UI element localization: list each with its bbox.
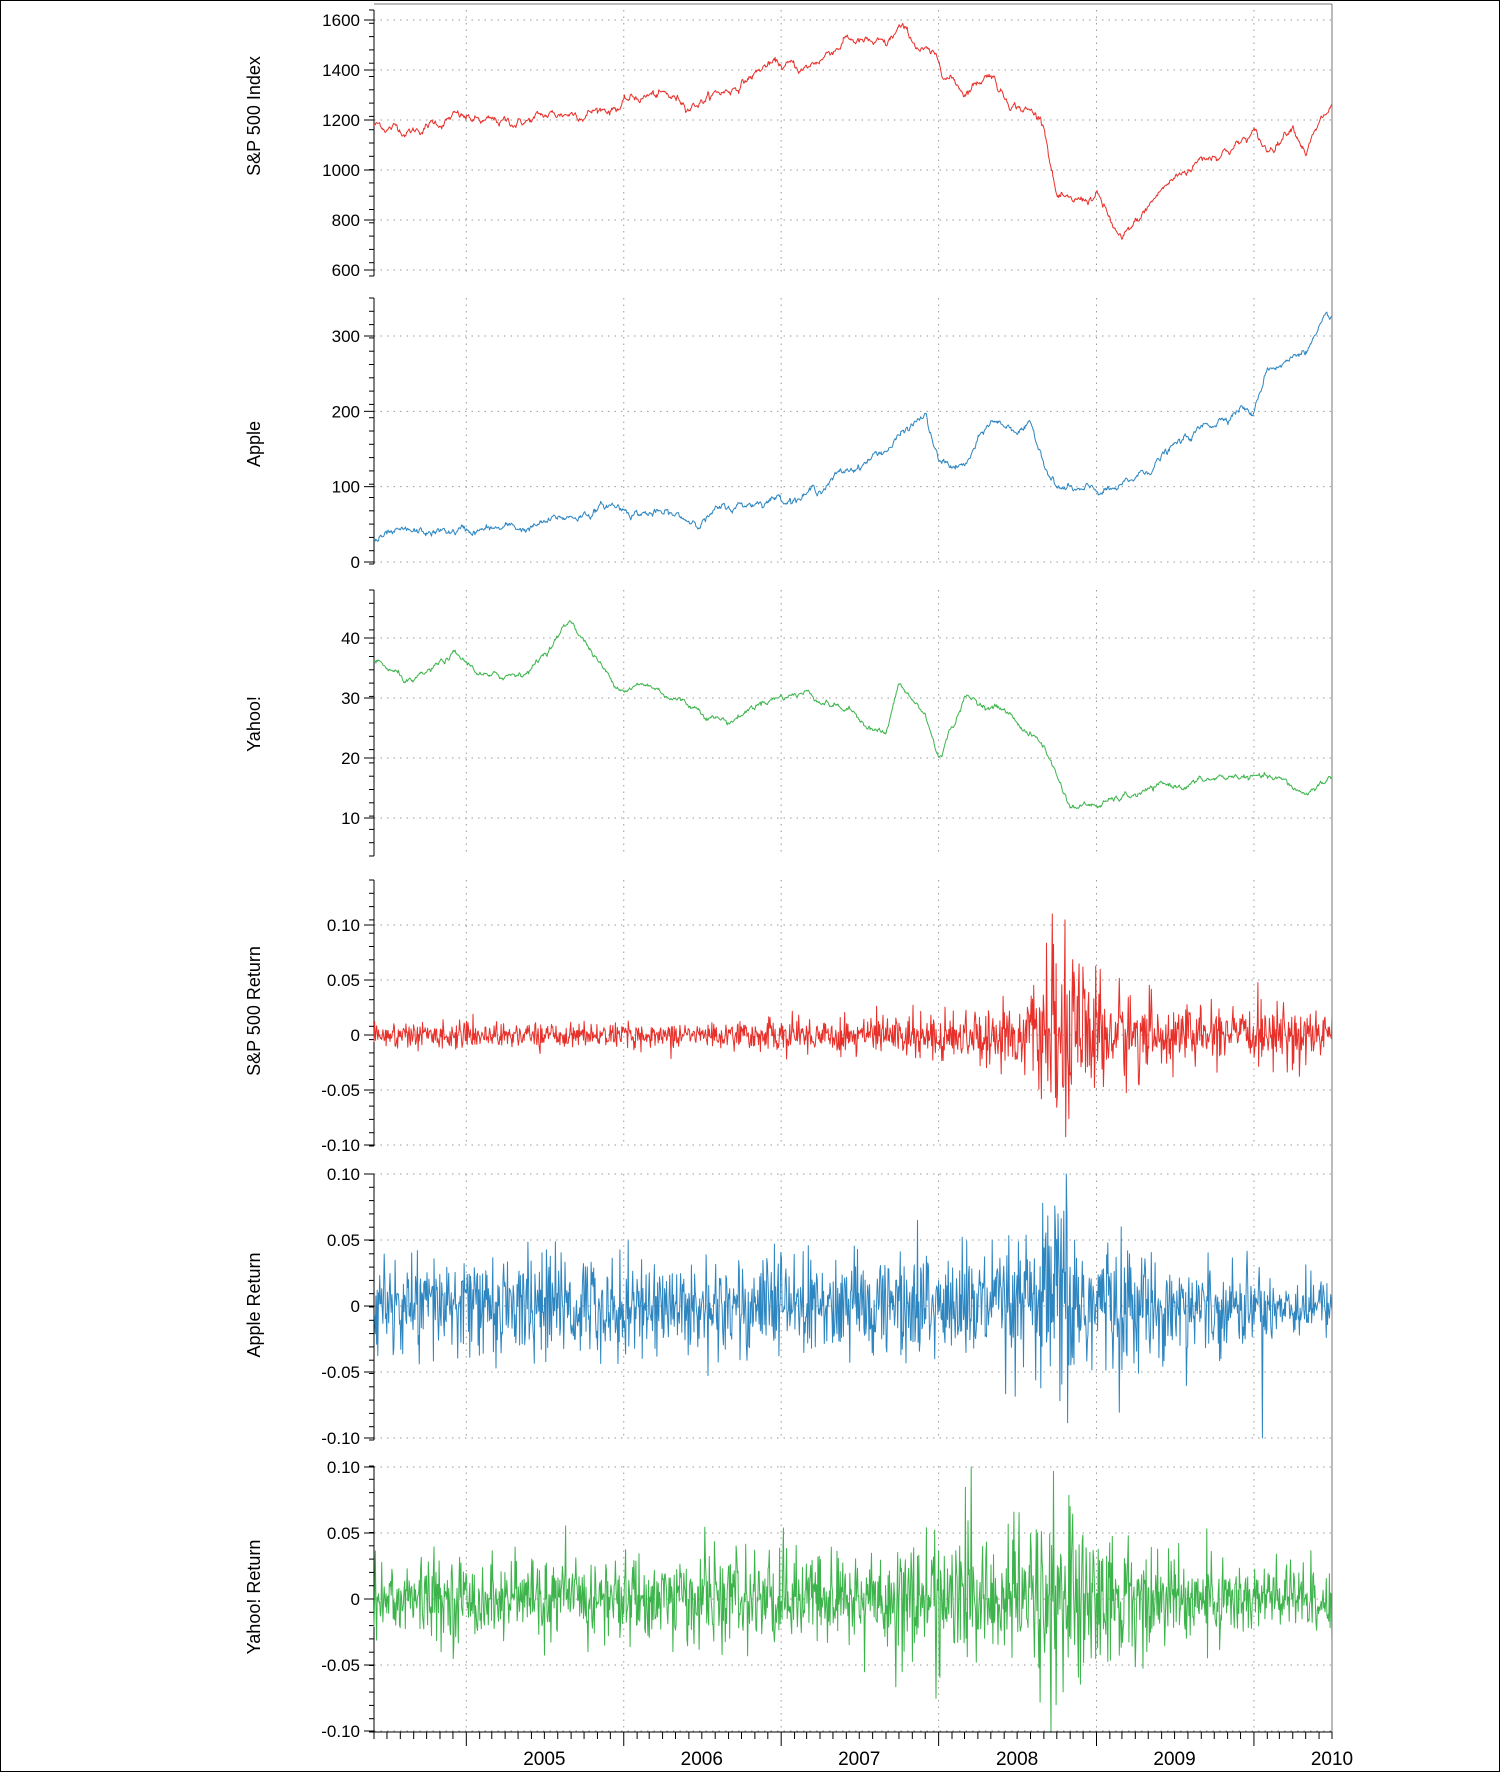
y-tick-label: -0.10 — [321, 1429, 360, 1448]
y-tick-label: 1000 — [322, 161, 360, 180]
x-tick-label: 2008 — [996, 1749, 1038, 1770]
y-tick-label: -0.05 — [321, 1081, 360, 1100]
series-line-apple_return — [373, 1173, 1333, 1439]
series-line-sp500_return — [373, 913, 1333, 1138]
y-tick-label: 10 — [341, 809, 360, 828]
y-tick-label: -0.05 — [321, 1656, 360, 1675]
y-tick-label: 0.05 — [327, 1524, 360, 1543]
panel-sp500: 600 800 1000 1200 1400 1600 S&P 500 Index — [244, 9, 1333, 280]
y-axis-label-yahoo: Yahoo! — [244, 696, 264, 752]
series-line-sp500 — [373, 22, 1333, 240]
y-tick-label: -0.10 — [321, 1136, 360, 1155]
panel-apple_return: -0.10 -0.05 0 0.05 0.10 Apple Return — [244, 1165, 1333, 1448]
y-axis-label-yahoo_return: Yahoo! Return — [244, 1540, 264, 1655]
y-tick-label: 1600 — [322, 11, 360, 30]
panel-sp500_return: -0.10 -0.05 0 0.05 0.10 S&P 500 Return — [244, 879, 1333, 1155]
y-tick-label: 0 — [351, 1297, 360, 1316]
y-tick-label: 0 — [351, 553, 360, 572]
y-tick-label: -0.10 — [321, 1722, 360, 1741]
series-line-yahoo_return — [373, 1466, 1333, 1732]
x-tick-label: 2009 — [1153, 1749, 1195, 1770]
series-line-apple — [373, 311, 1333, 542]
y-tick-label: 0 — [351, 1026, 360, 1045]
y-tick-label: 0.05 — [327, 971, 360, 990]
y-tick-label: 800 — [332, 211, 360, 230]
y-axis-label-apple: Apple — [244, 421, 264, 467]
x-tick-label: 2006 — [681, 1749, 723, 1770]
x-tick-label: 2007 — [838, 1749, 880, 1770]
y-tick-label: 600 — [332, 261, 360, 280]
y-tick-label: 100 — [332, 478, 360, 497]
y-axis-label-apple_return: Apple Return — [244, 1252, 264, 1357]
panel-yahoo_return: -0.10 -0.05 0 0.05 0.10 Yahoo! Return — [244, 1458, 1333, 1741]
series-line-yahoo — [373, 620, 1333, 809]
y-tick-label: -0.05 — [321, 1363, 360, 1382]
y-tick-label: 300 — [332, 327, 360, 346]
x-tick-label: 2010 — [1311, 1749, 1353, 1770]
y-tick-label: 0.10 — [327, 1458, 360, 1477]
y-tick-label: 30 — [341, 689, 360, 708]
y-axis-label-sp500_return: S&P 500 Return — [244, 946, 264, 1076]
panel-apple: 0 100 200 300 Apple — [244, 297, 1333, 572]
y-tick-label: 1400 — [322, 61, 360, 80]
y-tick-label: 40 — [341, 629, 360, 648]
x-tick-label: 2005 — [523, 1749, 565, 1770]
panel-yahoo: 10 20 30 40 Yahoo! — [244, 589, 1333, 857]
y-tick-label: 1200 — [322, 111, 360, 130]
y-tick-label: 0.10 — [327, 1165, 360, 1184]
y-tick-label: 0.10 — [327, 916, 360, 935]
y-tick-label: 0 — [351, 1590, 360, 1609]
y-tick-label: 0.05 — [327, 1231, 360, 1250]
y-tick-label: 200 — [332, 402, 360, 421]
y-tick-label: 20 — [341, 749, 360, 768]
y-axis-label-sp500: S&P 500 Index — [244, 56, 264, 176]
